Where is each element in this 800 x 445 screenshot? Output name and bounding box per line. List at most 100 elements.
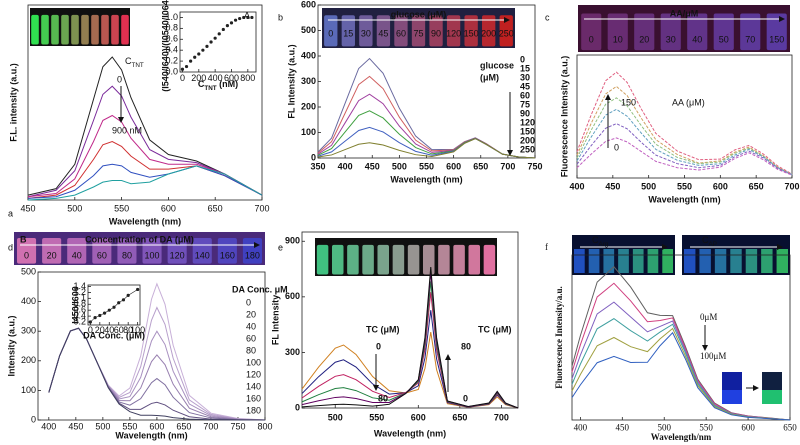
vial — [324, 15, 338, 47]
y-tick-label: 1.0 — [165, 12, 178, 22]
vial-label: 80 — [122, 250, 132, 260]
x-tick-label: 20 — [95, 325, 105, 335]
x-tick-label: 200 — [191, 73, 206, 83]
y-tick-label: 100 — [21, 385, 36, 395]
vial — [446, 15, 461, 47]
data-point — [250, 15, 254, 20]
y-tick-label: 0.6 — [165, 34, 178, 44]
data-point — [197, 52, 201, 56]
y-tick-label: 300 — [301, 76, 316, 86]
x-tick-label: 600 — [224, 73, 239, 83]
legend-label: 100 — [246, 357, 261, 367]
data-point — [193, 55, 197, 59]
vial-label: 20 — [47, 250, 57, 260]
legend-label: 150 — [520, 126, 535, 136]
vial — [687, 13, 708, 51]
vial-label: 10 — [613, 34, 623, 44]
spectrum-line — [576, 137, 793, 176]
spectrum-line — [576, 108, 793, 176]
x-tick-label: 550 — [699, 422, 713, 432]
x-tick-label: 550 — [369, 412, 384, 422]
data-point — [238, 16, 242, 21]
vial-label: 70 — [745, 34, 755, 44]
vial — [42, 237, 62, 264]
vial-title: CAP — [702, 235, 717, 247]
spectrum-line — [571, 318, 791, 421]
annotation: 0 — [463, 393, 468, 403]
annotation: TC (μM) — [478, 324, 512, 334]
panel-letter: c — [545, 12, 550, 22]
panel: 500 550 600 650 700 0 300 600 900 FL Intensity e TC… — [270, 231, 519, 438]
vial — [429, 15, 443, 47]
vial — [167, 237, 187, 264]
spectrum-line — [48, 327, 266, 421]
vial — [111, 14, 119, 45]
legend-label: 120 — [520, 117, 535, 127]
vial — [699, 249, 711, 273]
vial — [411, 15, 426, 47]
vial — [81, 14, 89, 45]
x-axis-label: DA Conc. (μM) — [83, 330, 145, 340]
x-tick-label: 700 — [500, 161, 515, 171]
panel-letter: e — [278, 242, 283, 252]
vial — [394, 15, 408, 47]
spectrum-line — [317, 138, 536, 159]
y-tick-label: 500 — [301, 25, 316, 35]
legend-label: 120 — [246, 369, 261, 379]
x-tick-label: 600 — [411, 412, 426, 422]
vial — [632, 249, 644, 273]
y-tick-label: 0.2 — [165, 55, 178, 65]
vial — [17, 237, 37, 264]
y-tick-label: 600 — [301, 0, 316, 9]
vial-label: 120 — [170, 250, 185, 260]
vial — [41, 14, 49, 45]
vial-label: 50 — [719, 34, 729, 44]
legend-label: 60 — [520, 90, 530, 100]
spectrum-line — [27, 140, 263, 199]
vial — [422, 244, 435, 275]
spectrum-line — [27, 56, 263, 196]
data-point — [107, 308, 111, 312]
plot-frame — [87, 284, 141, 326]
annotation-sub: TNT — [132, 62, 144, 69]
vial — [71, 14, 79, 45]
x-tick-label: 550 — [122, 422, 137, 432]
y-tick-label: 500 — [21, 266, 36, 276]
y-tick-label: 600 — [285, 291, 300, 301]
x-tick-label: 400 — [569, 181, 584, 191]
x-tick-label: 450 — [605, 181, 620, 191]
vial — [359, 15, 373, 47]
x-tick-label: 0 — [180, 73, 185, 83]
spectrum-line — [301, 272, 519, 409]
data-point — [221, 27, 225, 32]
y-tick-label: 1 — [81, 293, 86, 303]
y-tick-label: 1.2 — [73, 287, 86, 297]
y-axis-label: Fluorescence Intensity (a.u.) — [559, 56, 569, 178]
vial-title: Concentration of DA (μM) — [85, 234, 194, 244]
x-tick-label: 600 — [713, 181, 728, 191]
spectrum-line — [576, 85, 793, 176]
x-tick-label: 550 — [114, 203, 129, 213]
vial — [713, 13, 734, 51]
plot-frame — [27, 4, 263, 201]
vial — [376, 15, 391, 47]
vial-title-sub: AP — [709, 241, 717, 248]
x-tick-label: 650 — [208, 203, 223, 213]
y-tick-label: 200 — [301, 101, 316, 111]
vial-label: 200 — [481, 28, 496, 38]
x-axis-label: Wavelength (nm) — [390, 174, 462, 184]
vial — [607, 13, 628, 51]
vial — [316, 244, 329, 275]
vial — [483, 244, 496, 275]
legend-label: 75 — [520, 99, 530, 109]
x-axis-label: Wavelength (nm) — [374, 428, 446, 438]
vial — [192, 237, 212, 264]
vial-label: 15 — [343, 28, 353, 38]
x-tick-label: 800 — [257, 422, 272, 432]
data-point — [189, 59, 193, 63]
x-tick-label: 500 — [67, 203, 82, 213]
y-tick-label: 0.4 — [73, 310, 86, 320]
x-tick-label: 600 — [149, 422, 164, 432]
